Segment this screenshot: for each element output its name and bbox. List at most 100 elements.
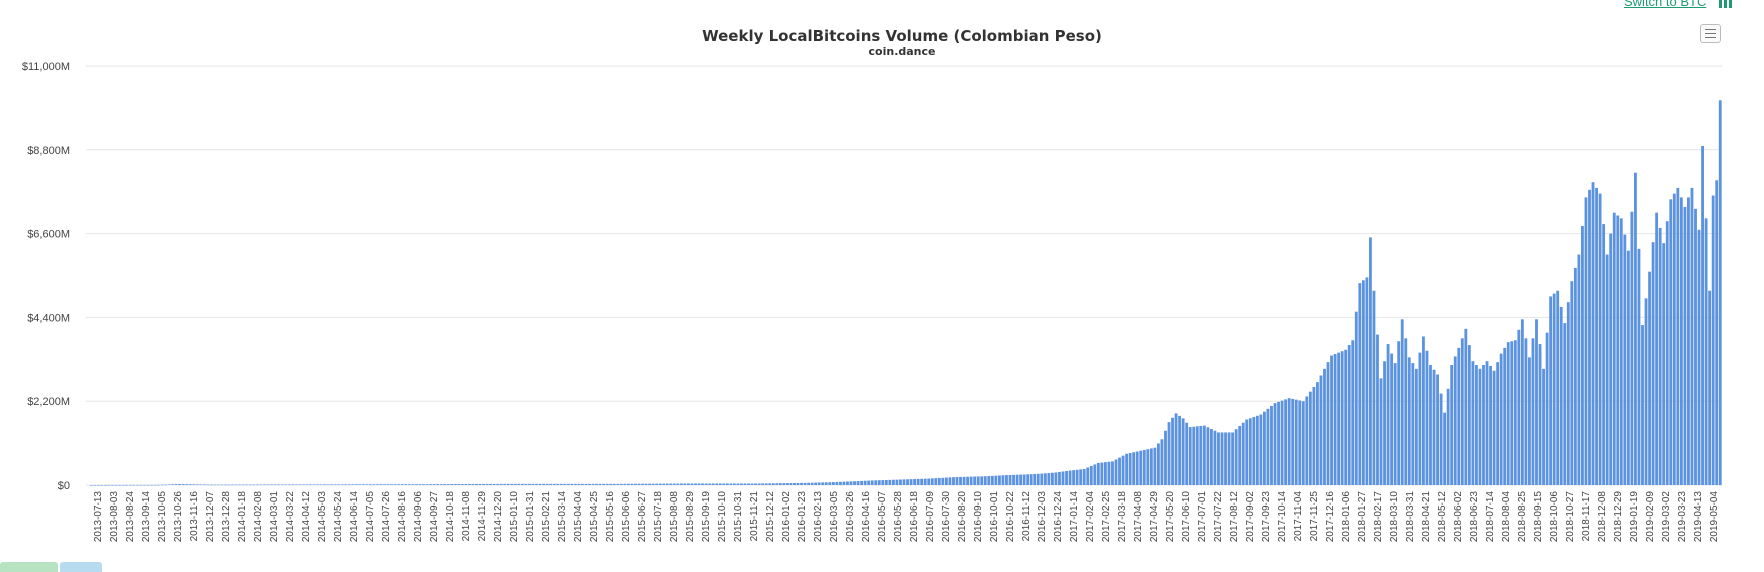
bar-chart-icon[interactable]: [1718, 0, 1734, 8]
bar[interactable]: [506, 483, 510, 485]
bar[interactable]: [1651, 242, 1655, 485]
bar[interactable]: [1107, 461, 1111, 485]
bar[interactable]: [1478, 368, 1482, 485]
bar[interactable]: [467, 484, 471, 485]
bar[interactable]: [128, 484, 132, 486]
bar[interactable]: [778, 483, 782, 485]
bar[interactable]: [344, 484, 348, 485]
bar[interactable]: [429, 484, 432, 485]
bar[interactable]: [1135, 451, 1139, 485]
bar[interactable]: [1231, 432, 1235, 485]
bar[interactable]: [1510, 341, 1514, 485]
bar[interactable]: [835, 481, 839, 485]
bar[interactable]: [1634, 172, 1637, 485]
bar[interactable]: [358, 484, 362, 485]
bar[interactable]: [722, 483, 726, 485]
bar[interactable]: [1397, 341, 1401, 485]
bar[interactable]: [1149, 448, 1153, 485]
bar[interactable]: [199, 484, 203, 486]
bar[interactable]: [1234, 429, 1238, 485]
bar[interactable]: [100, 484, 104, 486]
bar[interactable]: [125, 484, 129, 486]
bar[interactable]: [1644, 298, 1648, 485]
bar[interactable]: [679, 483, 683, 485]
bar[interactable]: [195, 484, 199, 485]
bar[interactable]: [1390, 353, 1394, 485]
bar[interactable]: [1255, 415, 1259, 485]
bar[interactable]: [217, 484, 220, 486]
bar[interactable]: [1383, 361, 1386, 485]
bar[interactable]: [227, 484, 231, 486]
bar[interactable]: [1446, 388, 1450, 485]
bar[interactable]: [390, 484, 394, 485]
bar[interactable]: [1715, 180, 1719, 485]
bar[interactable]: [616, 483, 620, 485]
bar[interactable]: [192, 484, 196, 485]
bar[interactable]: [1503, 347, 1507, 485]
bar[interactable]: [831, 482, 835, 485]
bar[interactable]: [1298, 400, 1302, 485]
bar[interactable]: [1142, 449, 1146, 485]
bar[interactable]: [1217, 432, 1220, 485]
bar[interactable]: [107, 484, 111, 486]
bar[interactable]: [492, 483, 496, 485]
bar[interactable]: [937, 477, 941, 485]
bar[interactable]: [694, 483, 697, 485]
bar[interactable]: [1672, 193, 1676, 485]
bar[interactable]: [1365, 277, 1369, 485]
bar[interactable]: [1598, 193, 1602, 485]
bar[interactable]: [1277, 401, 1280, 485]
bar[interactable]: [1273, 403, 1277, 485]
bar[interactable]: [849, 481, 853, 485]
bar[interactable]: [425, 484, 429, 485]
bar[interactable]: [1111, 461, 1114, 485]
bar[interactable]: [252, 484, 256, 486]
switch-to-btc-link[interactable]: Switch to BTC: [1624, 0, 1707, 9]
bar[interactable]: [418, 484, 422, 485]
bar[interactable]: [785, 483, 789, 485]
bar[interactable]: [305, 484, 309, 486]
bar[interactable]: [1305, 396, 1309, 485]
bar[interactable]: [1294, 399, 1298, 485]
bar[interactable]: [1616, 215, 1620, 485]
bar[interactable]: [213, 484, 217, 486]
bar[interactable]: [1376, 334, 1379, 485]
bar[interactable]: [740, 483, 743, 485]
bar[interactable]: [1001, 475, 1005, 485]
bar[interactable]: [870, 480, 874, 485]
bar[interactable]: [298, 484, 302, 486]
bar[interactable]: [623, 483, 627, 485]
bar[interactable]: [153, 484, 157, 486]
bar[interactable]: [619, 483, 623, 485]
bar[interactable]: [1157, 443, 1160, 485]
bar[interactable]: [1556, 290, 1560, 485]
bar[interactable]: [1012, 474, 1015, 485]
bar[interactable]: [1171, 417, 1174, 485]
bar[interactable]: [1648, 271, 1651, 485]
bar[interactable]: [1492, 370, 1496, 485]
bar[interactable]: [457, 484, 461, 485]
bar[interactable]: [1358, 283, 1362, 485]
bar[interactable]: [1708, 290, 1712, 485]
bar[interactable]: [796, 482, 800, 485]
bar[interactable]: [1584, 197, 1588, 485]
bar[interactable]: [181, 484, 185, 485]
bar[interactable]: [1323, 368, 1326, 485]
bar[interactable]: [1595, 187, 1598, 485]
bar[interactable]: [1630, 211, 1634, 485]
bar[interactable]: [245, 484, 249, 486]
bar[interactable]: [768, 483, 772, 485]
bar[interactable]: [1118, 457, 1121, 485]
bar[interactable]: [1192, 426, 1196, 485]
bar[interactable]: [1280, 400, 1284, 485]
bar[interactable]: [556, 483, 560, 485]
bar[interactable]: [96, 484, 100, 486]
bar[interactable]: [559, 483, 563, 485]
bar[interactable]: [436, 484, 439, 485]
bar[interactable]: [1082, 469, 1086, 485]
bar[interactable]: [259, 484, 263, 486]
bar[interactable]: [1340, 351, 1344, 485]
bar[interactable]: [316, 484, 319, 485]
bar[interactable]: [400, 484, 404, 485]
bar[interactable]: [1259, 414, 1263, 485]
